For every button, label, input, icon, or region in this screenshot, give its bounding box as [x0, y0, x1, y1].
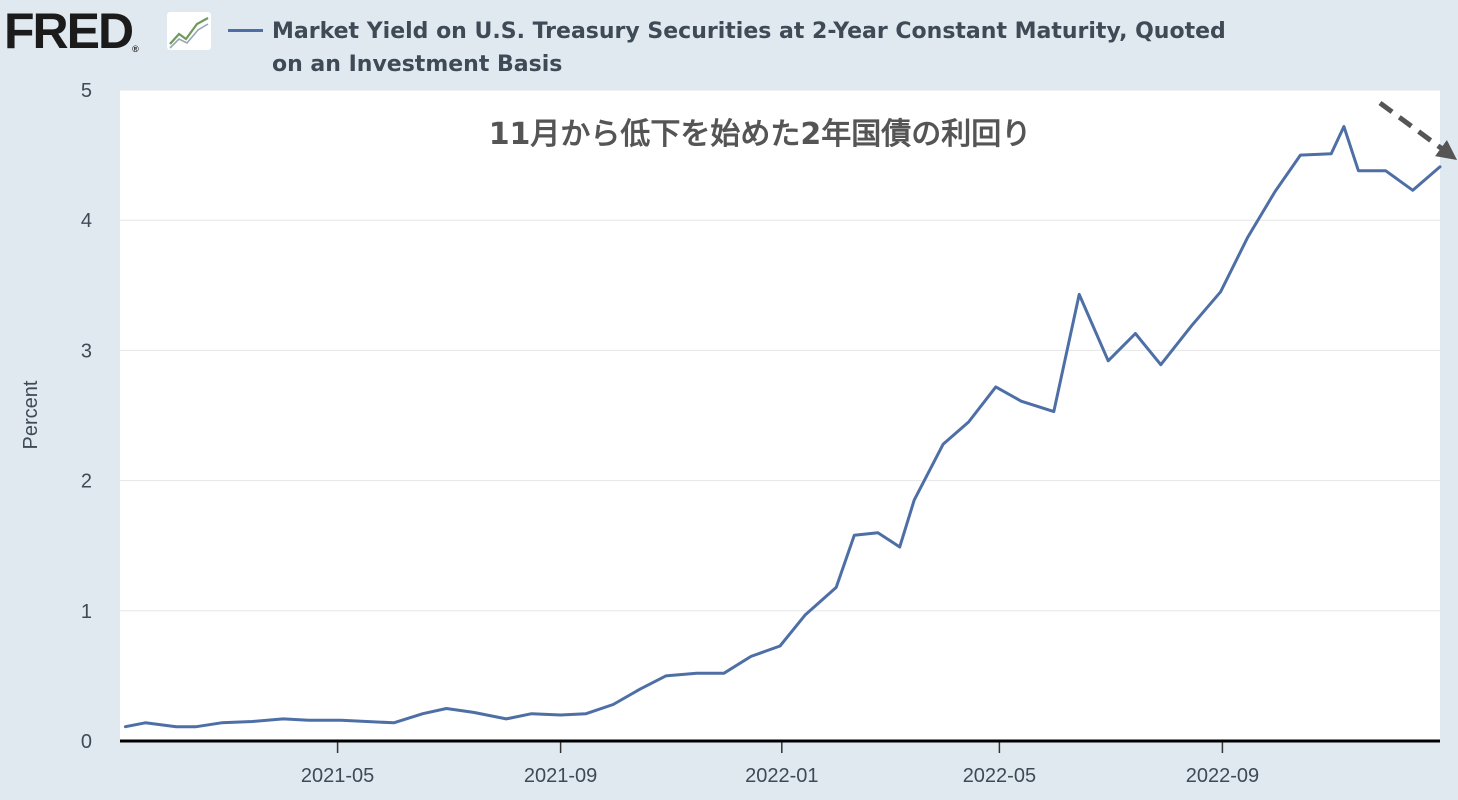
- legend-swatch: [228, 29, 263, 32]
- grid-lines: [120, 89, 1440, 612]
- x-tick-label: 2022-09: [1186, 765, 1259, 787]
- legend-series-title: Market Yield on U.S. Treasury Securities…: [272, 19, 1226, 77]
- plot-area: [120, 90, 1440, 741]
- y-tick-label: 5: [81, 80, 92, 102]
- registered-mark: ®: [132, 44, 139, 54]
- series-line: [123, 125, 1442, 729]
- y-axis-ticks: 0 1 2 3 4 5: [81, 80, 92, 753]
- x-tick-label: 2022-05: [963, 765, 1036, 787]
- y-tick-label: 2: [81, 471, 92, 493]
- fred-logo[interactable]: FRED®: [4, 2, 139, 78]
- y-axis-label: Percent: [20, 380, 42, 449]
- chart-header: FRED® Market Yield on U.S. Treasury Secu…: [0, 0, 1458, 88]
- x-tick-label: 2022-01: [745, 765, 818, 787]
- y-tick-label: 1: [81, 601, 92, 623]
- annotation-arrow: [1378, 100, 1458, 160]
- x-tick-label: 2021-05: [301, 765, 374, 787]
- fred-logo-text: FRED: [4, 3, 134, 59]
- x-axis-ticks: 2021-05 2021-09 2022-01 2022-05 2022-09: [301, 741, 1259, 787]
- chart-annotation: 11月から低下を始めた2年国債の利回り: [489, 117, 1032, 152]
- y-tick-label: 0: [81, 731, 92, 753]
- rising-line-chart-icon: [167, 12, 211, 50]
- y-tick-label: 3: [81, 340, 92, 362]
- x-tick-label: 2021-09: [524, 765, 597, 787]
- series-line-group: [123, 125, 1442, 729]
- y-tick-label: 4: [81, 210, 92, 232]
